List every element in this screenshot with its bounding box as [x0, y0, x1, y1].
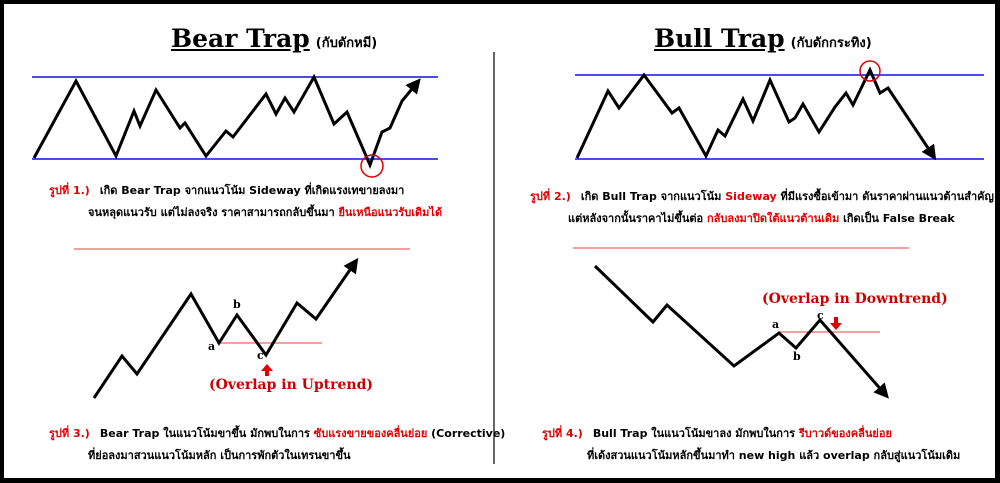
caption-text: แต่หลังจากนั้นราคาไม่ขึ้นต่อ: [568, 212, 707, 225]
caption-line-2: แต่หลังจากนั้นราคาไม่ขึ้นต่อ กลับลงมาปิด…: [530, 208, 994, 230]
point-label-c: c: [817, 309, 824, 322]
bull-trap-sideway-chart: [575, 60, 984, 161]
price-path: [32, 73, 421, 170]
bull-trap-title: Bull Trap (กับดักกระทิง): [654, 24, 872, 53]
caption-line-2: จนหลุดแนวรับ แต่ไม่ลงจริง ราคาสามารถกลับ…: [49, 202, 442, 224]
point-label-a: a: [208, 340, 216, 353]
circle-marker-icon: [859, 60, 881, 82]
overlap-uptrend-label: (Overlap in Uptrend): [209, 377, 374, 393]
caption-text: ที่มีแรงซื้อเข้ามา ดันราคาผ่านแนวต้านสำค…: [776, 190, 994, 203]
caption-text: Bear Trap ในแนวโน้มขาขึ้น มักพบในการ: [99, 427, 314, 440]
figure-2-caption: รูปที่ 2.) เกิด Bull Trap จากแนวโน้ม Side…: [530, 186, 994, 230]
caption-highlight: ยืนเหนือแนวรับเดิมได้: [338, 206, 443, 219]
overlap-downtrend-label: (Overlap in Downtrend): [762, 291, 948, 307]
bear-trap-title-text: Bear Trap: [171, 24, 310, 53]
diagram-canvas: [32, 52, 984, 464]
circle-marker-icon: [360, 154, 384, 178]
caption-highlight: Sideway: [725, 190, 777, 203]
caption-highlight: ซับแรงขายของคลื่นย่อย: [313, 427, 428, 440]
caption-text: จนหลุดแนวรับ แต่ไม่ลงจริง ราคาสามารถกลับ…: [88, 206, 339, 219]
figure-number: รูปที่ 2.): [530, 190, 571, 203]
caption-text: (Corrective): [427, 427, 506, 440]
figure-number: รูปที่ 1.): [49, 184, 90, 197]
point-label-a: a: [772, 318, 780, 331]
point-label-b: b: [233, 298, 241, 311]
caption-line-1: เกิด Bear Trap จากแนวโน้ม Sideway ที่เกิ…: [99, 184, 405, 197]
figure-1-caption: รูปที่ 1.) เกิด Bear Trap จากแนวโน้ม Side…: [49, 180, 442, 224]
figure-number: รูปที่ 3.): [49, 427, 90, 440]
point-label-b: b: [793, 350, 801, 363]
caption-highlight: รีบาวด์ของคลื่นย่อย: [798, 427, 892, 440]
bull-trap-downtrend-chart: [593, 264, 889, 399]
figure-number: รูปที่ 4.): [542, 427, 583, 440]
caption-text: เกิดเป็น False Break: [839, 212, 955, 225]
bear-trap-uptrend-chart: [92, 257, 359, 399]
caption-highlight: กลับลงมาปิดใต้แนวต้านเดิม: [706, 212, 840, 225]
bull-trap-title-text: Bull Trap: [654, 24, 785, 53]
bull-trap-subtitle: (กับดักกระทิง): [790, 36, 872, 51]
point-label-c: c: [257, 349, 264, 362]
caption-text: เกิด Bull Trap จากแนวโน้ม: [580, 190, 726, 203]
price-path: [92, 257, 359, 399]
bear-trap-subtitle: (กับดักหมี): [315, 36, 378, 51]
caption-text: Bull Trap ในแนวโน้มขาลง มักพบในการ: [592, 427, 799, 440]
arrow-down-icon: [830, 317, 842, 330]
figure-4-caption: รูปที่ 4.) Bull Trap ในแนวโน้มขาลง มักพบใ…: [542, 423, 960, 467]
infographic-frame: Bear Trap (กับดักหมี) Bull Trap (กับดักกระ…: [4, 4, 995, 478]
caption-line-2: ที่ย่อลงมาสวนแนวโน้มหลัก เป็นการพักตัวใน…: [88, 449, 351, 462]
price-path: [575, 66, 937, 161]
figure-3-caption: รูปที่ 3.) Bear Trap ในแนวโน้มขาขึ้น มักพ…: [49, 423, 505, 467]
price-path: [593, 264, 889, 399]
arrow-up-icon: [261, 364, 273, 376]
bear-trap-sideway-chart: [32, 73, 438, 178]
bear-trap-title: Bear Trap (กับดักหมี): [171, 24, 377, 53]
caption-line-2: ที่เด้งสวนแนวโน้มหลักขึ้นมาทำ new high แ…: [587, 449, 961, 462]
